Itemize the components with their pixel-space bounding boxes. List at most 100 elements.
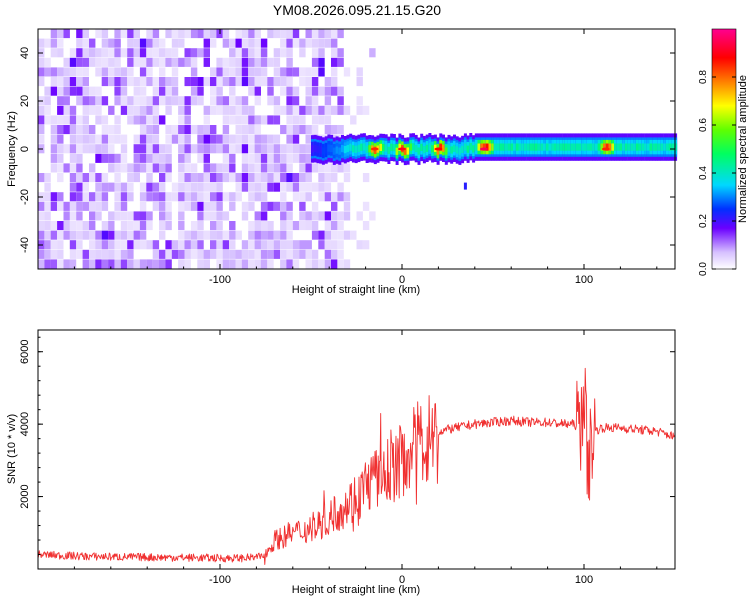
spectrogram-noise-cell bbox=[89, 105, 96, 115]
spectrogram-noise-cell bbox=[133, 153, 140, 163]
spectrogram-noise-cell bbox=[171, 86, 179, 96]
spectrogram-noise-cell bbox=[280, 259, 287, 269]
spectrogram-noise-cell bbox=[133, 240, 140, 250]
spectrogram-noise-cell bbox=[369, 48, 376, 58]
spectrogram-noise-cell bbox=[127, 249, 134, 259]
spectrogram-noise-cell bbox=[337, 29, 344, 39]
spectrogram-noise-cell bbox=[241, 173, 249, 183]
spectrogram-signal-cell bbox=[655, 143, 658, 151]
spectrogram-noise-cell bbox=[108, 144, 115, 154]
spectrogram-noise-cell bbox=[38, 134, 45, 144]
spectrogram-noise-cell bbox=[203, 192, 210, 202]
spectrogram-signal-cell bbox=[311, 145, 314, 153]
spectrogram-noise-cell bbox=[235, 125, 242, 135]
spectrogram-noise-cell bbox=[362, 240, 370, 250]
spectrogram-noise-cell bbox=[248, 249, 255, 259]
spectrogram-noise-cell bbox=[197, 249, 204, 259]
spectrogram-noise-cell bbox=[210, 182, 217, 192]
spectrogram-noise-cell bbox=[76, 77, 83, 87]
spectrogram-noise-cell bbox=[146, 67, 153, 77]
spectrogram-noise-cell bbox=[222, 211, 230, 221]
spectrogram-noise-cell bbox=[286, 259, 293, 269]
spectrogram-noise-cell bbox=[318, 48, 325, 58]
spectrogram-noise-cell bbox=[69, 125, 77, 135]
spectrogram-noise-cell bbox=[229, 48, 236, 58]
spectrogram-noise-cell bbox=[76, 144, 83, 154]
spectrogram-noise-cell bbox=[331, 259, 338, 269]
spectrogram-noise-cell bbox=[114, 67, 121, 77]
spectrogram-noise-cell bbox=[178, 115, 185, 125]
spectrogram-noise-cell bbox=[286, 125, 293, 135]
spectrogram-noise-cell bbox=[139, 221, 147, 231]
spectrogram-noise-cell bbox=[254, 211, 261, 221]
spectrogram-noise-cell bbox=[318, 173, 325, 183]
spectrogram-noise-cell bbox=[216, 163, 223, 173]
spectrogram-noise-cell bbox=[82, 192, 89, 202]
spectrogram-y-tick-label: 40 bbox=[19, 47, 31, 59]
spectrogram-noise-cell bbox=[82, 249, 89, 259]
spectrogram-noise-cell bbox=[69, 134, 77, 144]
spectrogram-noise-cell bbox=[337, 240, 344, 250]
spectrogram-noise-cell bbox=[222, 105, 230, 115]
spectrogram-noise-cell bbox=[254, 48, 261, 58]
spectrogram-noise-cell bbox=[159, 115, 166, 125]
spectrogram-noise-cell bbox=[311, 38, 319, 48]
snr-x-ticks: -100 0 100 bbox=[37, 330, 658, 586]
spectrogram-noise-cell bbox=[190, 173, 198, 183]
spectrogram-noise-cell bbox=[222, 115, 230, 125]
spectrogram-noise-cell bbox=[197, 48, 204, 58]
spectrogram-noise-cell bbox=[82, 77, 89, 87]
spectrogram-noise-cell bbox=[114, 230, 121, 240]
spectrogram-noise-cell bbox=[76, 173, 83, 183]
spectrogram-noise-cell bbox=[108, 77, 115, 87]
spectrogram-noise-cell bbox=[184, 48, 191, 58]
spectrogram-noise-cell bbox=[44, 86, 51, 96]
spectrogram-noise-cell bbox=[178, 249, 185, 259]
spectrogram-noise-cell bbox=[108, 134, 115, 144]
spectrogram-signal-cell bbox=[671, 143, 675, 151]
spectrogram-signal-cell bbox=[461, 145, 465, 153]
spectrogram-noise-cell bbox=[331, 211, 338, 221]
spectrogram-noise-cell bbox=[343, 211, 351, 221]
spectrogram-noise-cell bbox=[190, 163, 198, 173]
spectrogram-noise-cell bbox=[146, 115, 153, 125]
spectrogram-noise-cell bbox=[197, 240, 204, 250]
spectrogram-noise-cell bbox=[114, 173, 121, 183]
spectrogram-noise-cell bbox=[235, 105, 242, 115]
spectrogram-noise-cell bbox=[82, 144, 89, 154]
figure-title: YM08.2026.095.21.15.G20 bbox=[273, 2, 441, 18]
spectrogram-noise-cell bbox=[89, 134, 96, 144]
spectrogram-noise-cell bbox=[305, 77, 312, 87]
spectrogram-noise-cell bbox=[203, 144, 210, 154]
spectrogram-noise-cell bbox=[305, 67, 312, 77]
spectrogram-noise-cell bbox=[331, 57, 338, 67]
spectrogram-noise-cell bbox=[190, 230, 198, 240]
spectrogram-noise-cell bbox=[324, 77, 332, 87]
spectrogram-noise-cell bbox=[311, 221, 319, 231]
spectrogram-noise-cell bbox=[184, 173, 191, 183]
spectrogram-signal-cell bbox=[545, 143, 549, 151]
spectrogram-noise-cell bbox=[50, 67, 58, 77]
spectrogram-noise-cell bbox=[152, 86, 160, 96]
spectrogram-noise-cell bbox=[356, 211, 363, 221]
spectrogram-noise-cell bbox=[152, 182, 160, 192]
spectrogram-noise-cell bbox=[203, 163, 210, 173]
spectrogram-noise-cell bbox=[82, 115, 89, 125]
spectrogram-noise-cell bbox=[203, 182, 210, 192]
spectrogram-noise-cell bbox=[146, 105, 153, 115]
spectrogram-noise-cell bbox=[222, 240, 230, 250]
spectrogram-noise-cell bbox=[299, 192, 306, 202]
spectrogram-noise-cell bbox=[63, 29, 70, 39]
spectrogram-noise-cell bbox=[127, 38, 134, 48]
spectrogram-noise-cell bbox=[178, 173, 185, 183]
spectrogram-noise-cell bbox=[190, 77, 198, 87]
spectrogram-noise-cell bbox=[184, 163, 191, 173]
spectrogram-noise-cell bbox=[178, 192, 185, 202]
spectrogram-noise-cell bbox=[95, 67, 102, 77]
spectrogram-signal-cell bbox=[657, 143, 661, 151]
spectrogram-noise-cell bbox=[108, 38, 115, 48]
spectrogram-noise-cell bbox=[159, 221, 166, 231]
spectrogram-noise-cell bbox=[311, 230, 319, 240]
spectrogram-noise-cell bbox=[190, 57, 198, 67]
spectrogram-noise-cell bbox=[286, 249, 293, 259]
